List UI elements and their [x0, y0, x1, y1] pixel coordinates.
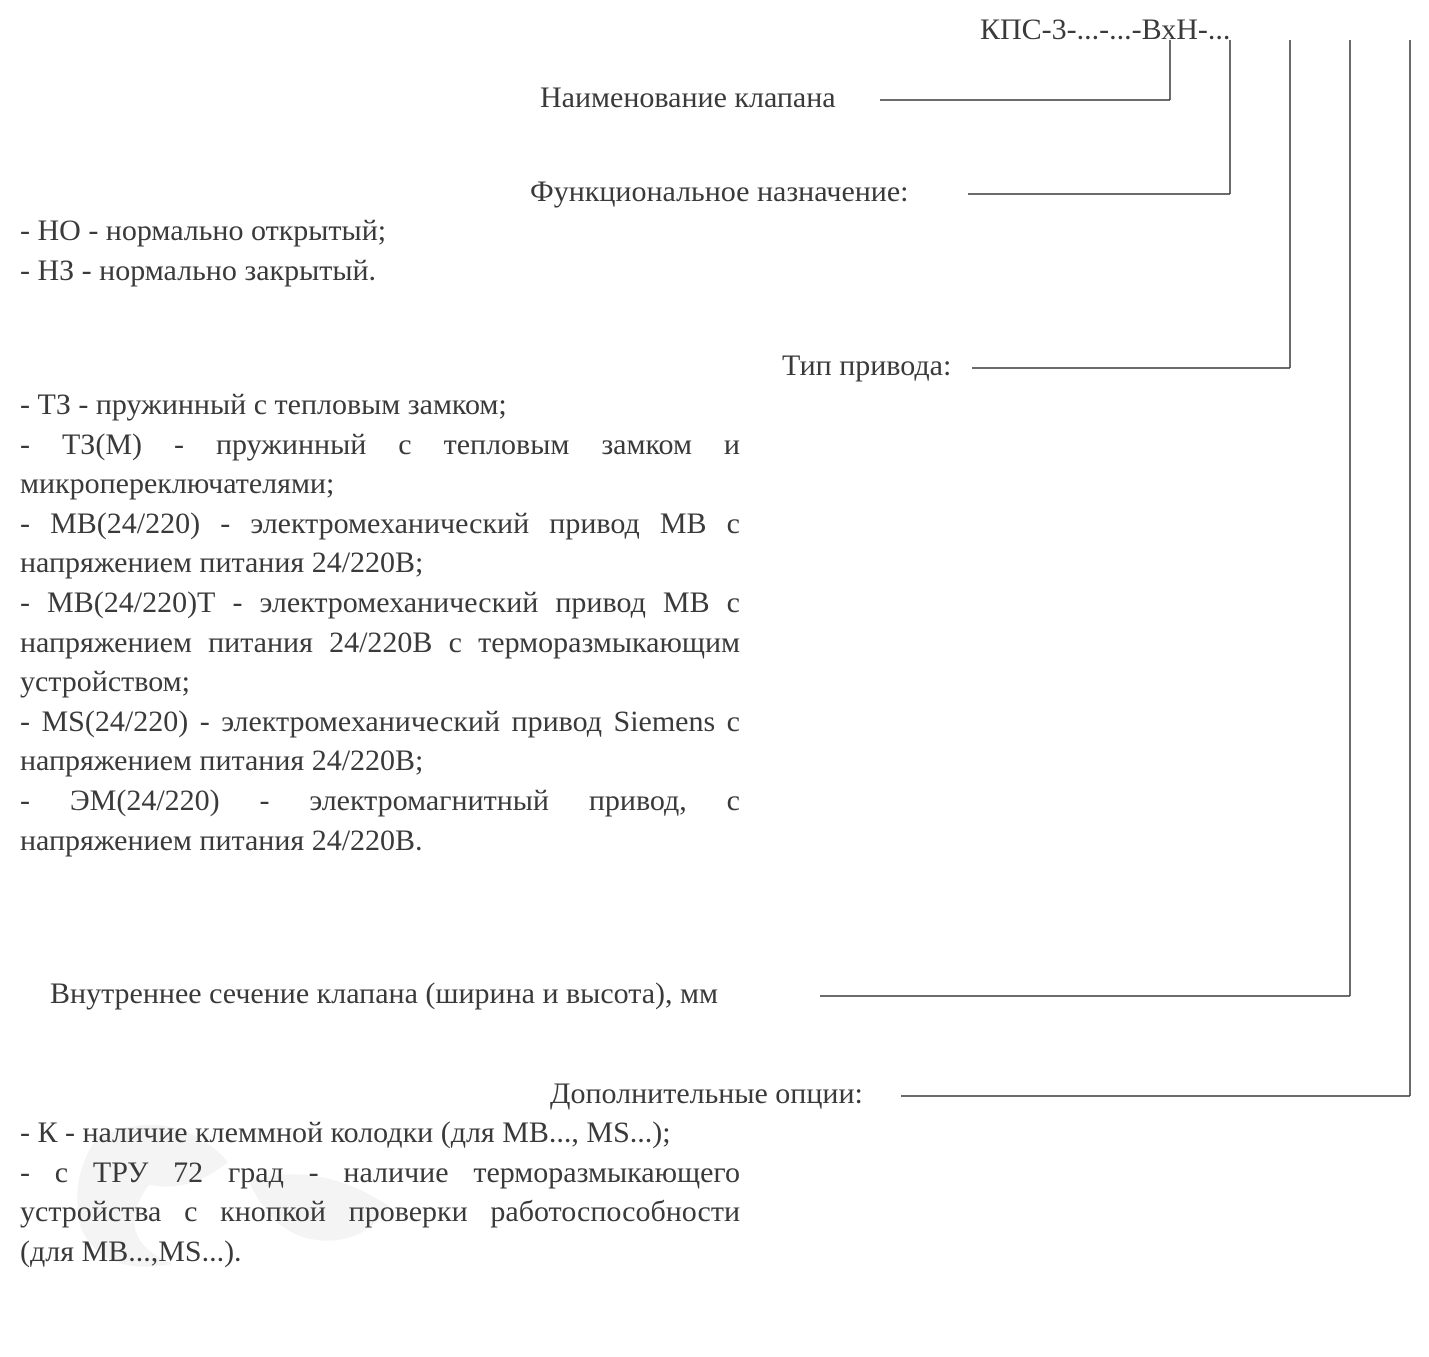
func-line-2: - НЗ - нормально закрытый. — [20, 251, 740, 291]
drive-line-5: - MS(24/220) - электромеханический приво… — [20, 702, 740, 781]
drive-line-3: - МВ(24/220) - электромеханический приво… — [20, 504, 740, 583]
drive-line-4: - МВ(24/220)Т - электромеханический прив… — [20, 583, 740, 702]
block-drive: - ТЗ - пружинный с тепловым замком; - ТЗ… — [20, 385, 740, 860]
label-section: Внутреннее сечение клапана (ширина и выс… — [50, 974, 718, 1014]
block-options: - К - наличие клеммной колодки (для МВ..… — [20, 1113, 740, 1271]
label-name: Наименование клапана — [540, 78, 836, 118]
drive-line-6: - ЭМ(24/220) - электромагнитный привод, … — [20, 781, 740, 860]
opt-line-1: - К - наличие клеммной колодки (для МВ..… — [20, 1113, 740, 1153]
diagram-canvas: КПС-3-...-...-ВхН-... Наименование клапа… — [0, 0, 1429, 1357]
block-function: - НО - нормально открытый; - НЗ - нормал… — [20, 211, 740, 290]
func-line-1: - НО - нормально открытый; — [20, 211, 740, 251]
label-options: Дополнительные опции: — [550, 1074, 863, 1114]
opt-line-2: - с ТРУ 72 град - наличие терморазмыкающ… — [20, 1153, 740, 1272]
label-function: Функциональное назначение: — [530, 172, 909, 212]
product-code: КПС-3-...-...-ВхН-... — [980, 10, 1230, 50]
drive-line-1: - ТЗ - пружинный с тепловым замком; — [20, 385, 740, 425]
drive-line-2: - ТЗ(М) - пружинный с тепловым замком и … — [20, 425, 740, 504]
label-drive: Тип привода: — [782, 346, 951, 386]
